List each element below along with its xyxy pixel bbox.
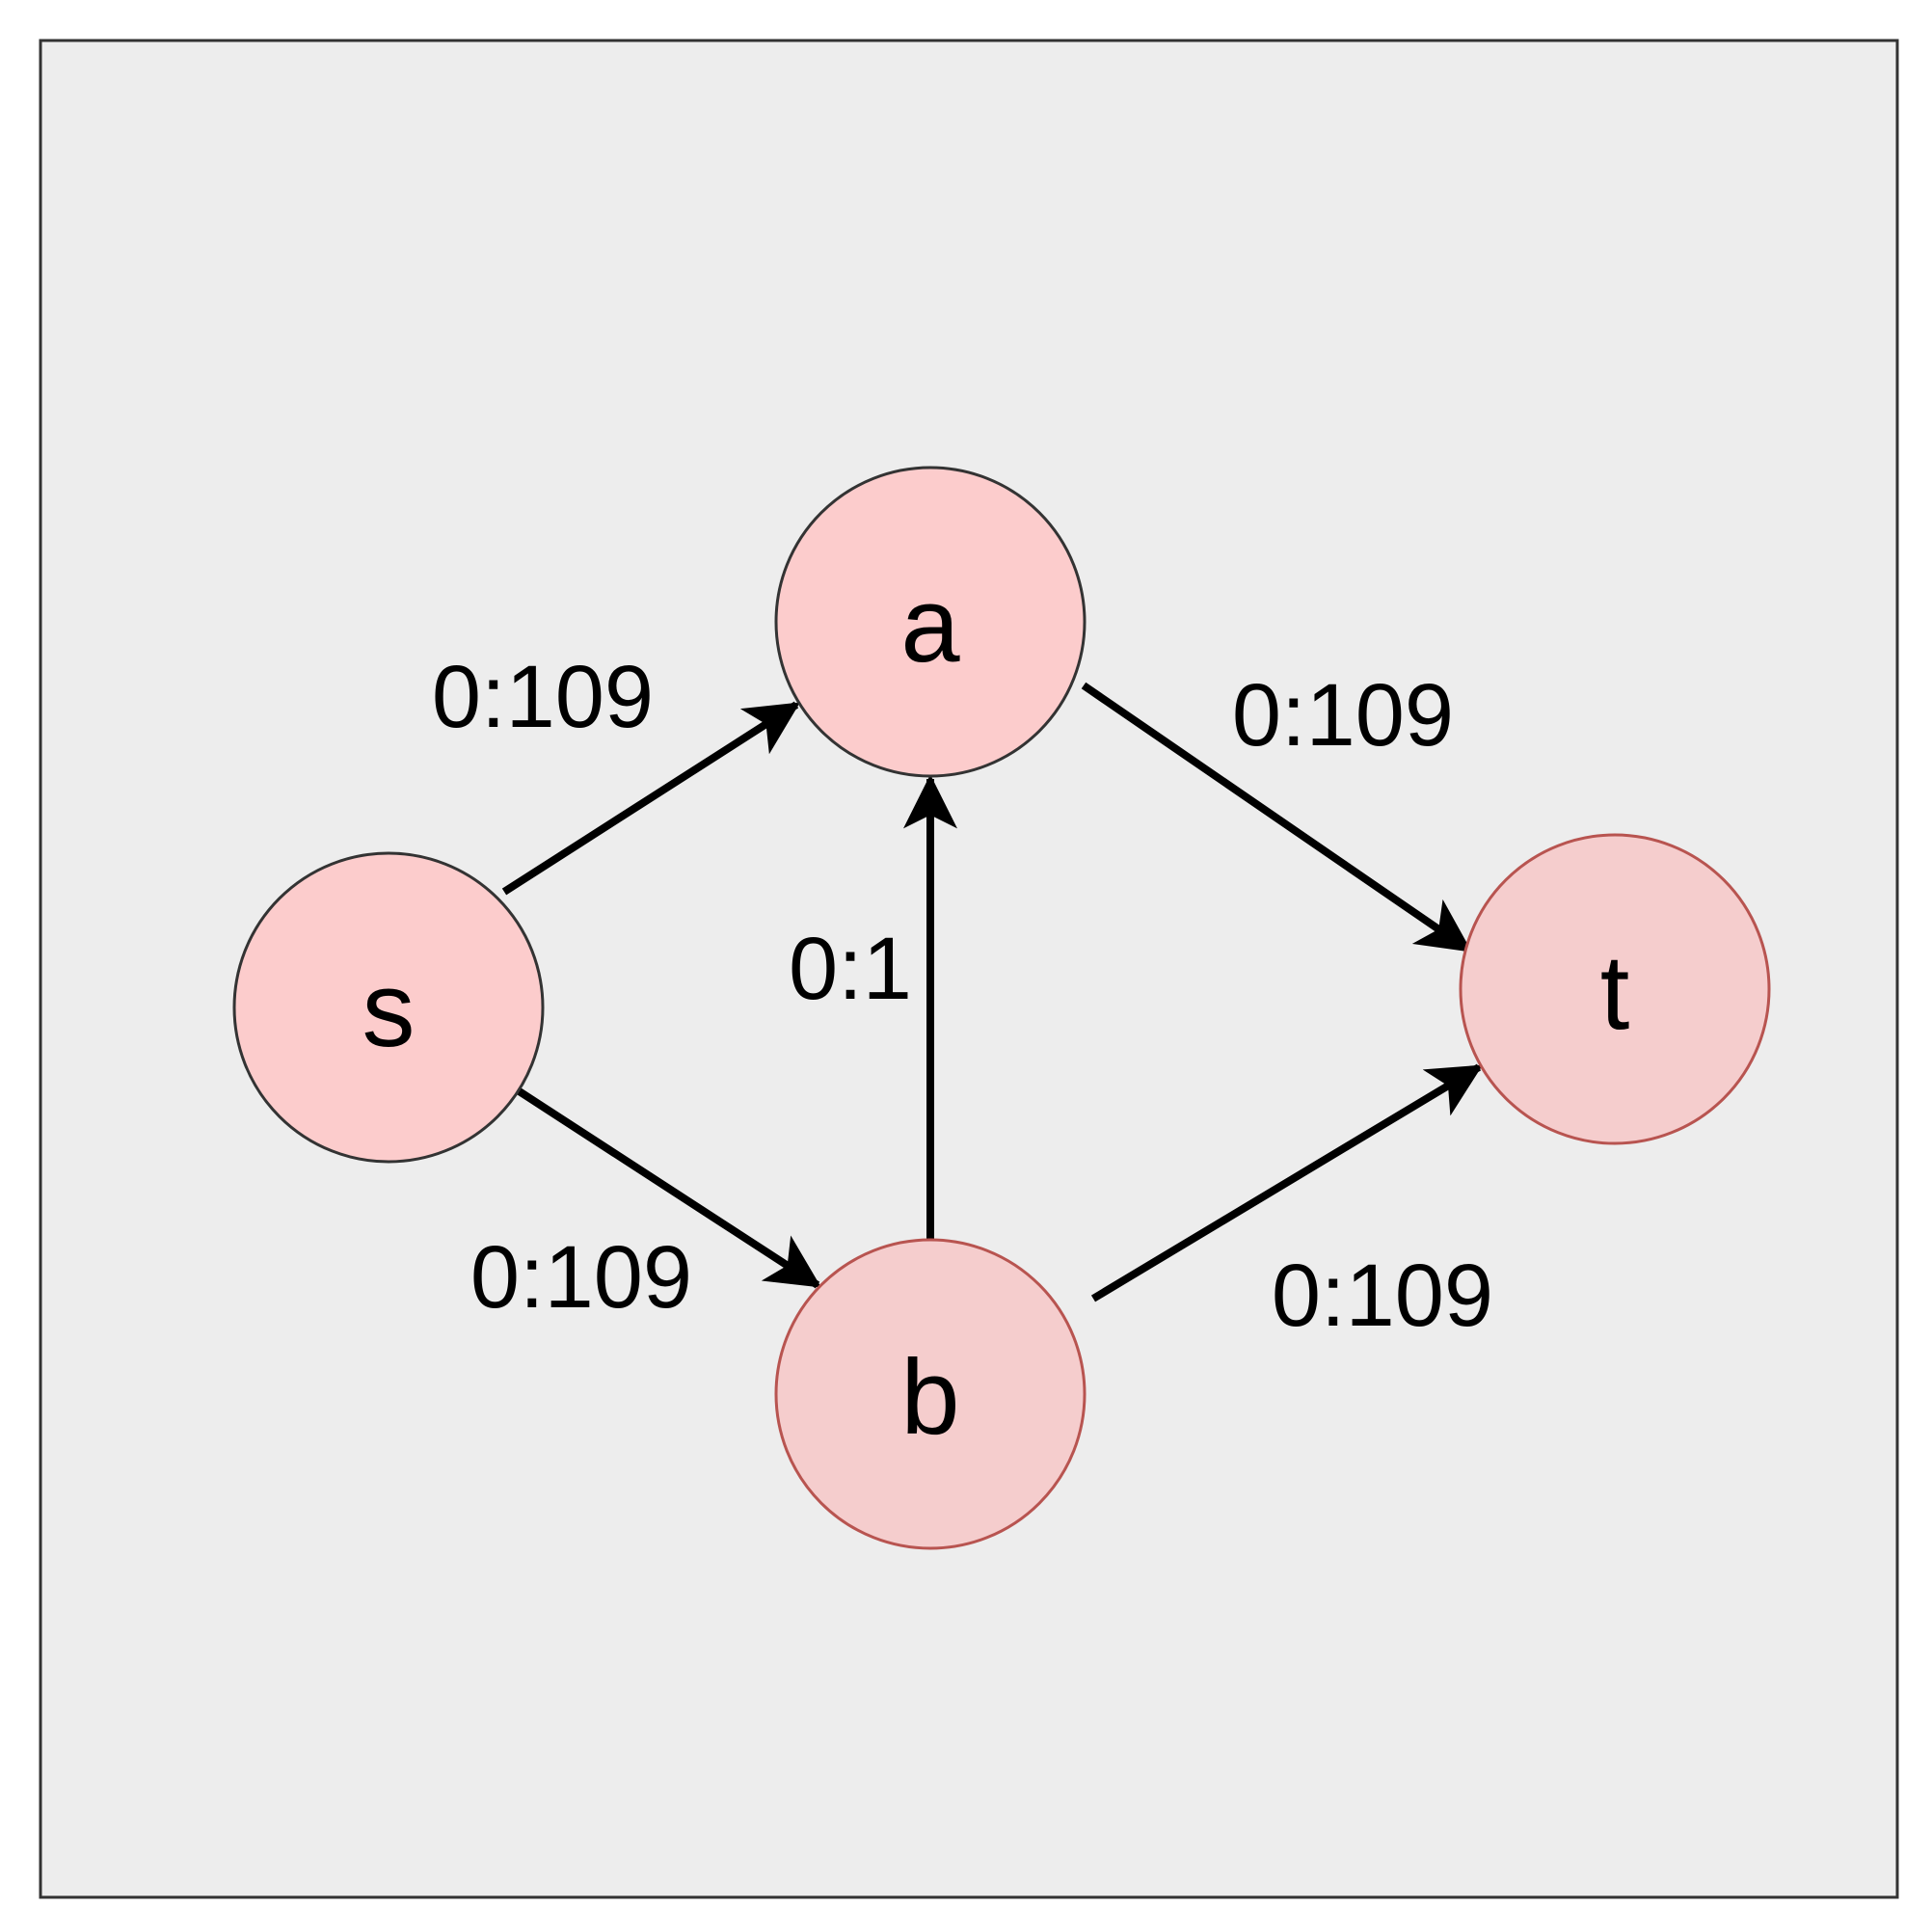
node-b-label: b — [900, 1338, 959, 1457]
node-b[interactable]: b — [774, 1238, 1087, 1550]
node-a[interactable]: a — [774, 466, 1087, 778]
edge-labels: 0:109 0:109 0:1 0:109 0:109 — [432, 648, 1493, 1345]
node-s-circle — [232, 851, 545, 1164]
edge-s-a — [501, 701, 800, 896]
edges — [501, 682, 1484, 1302]
node-s[interactable]: s — [232, 851, 545, 1164]
node-t[interactable]: t — [1459, 833, 1771, 1145]
edge-b-t — [1090, 1063, 1484, 1302]
edge-b-t-label: 0:109 — [1272, 1247, 1493, 1345]
edge-s-b — [515, 1087, 821, 1289]
node-a-circle — [774, 466, 1087, 778]
node-t-circle — [1459, 833, 1771, 1145]
edge-s-b-label: 0:109 — [470, 1228, 692, 1327]
edge-a-t-label: 0:109 — [1232, 666, 1454, 765]
edge-s-a-label: 0:109 — [432, 648, 654, 746]
edge-a-t — [1081, 682, 1472, 953]
edge-b-a-label: 0:1 — [789, 920, 912, 1018]
node-a-label: a — [900, 566, 960, 684]
node-s-label: s — [362, 951, 416, 1069]
node-b-circle — [774, 1238, 1087, 1550]
node-t-label: t — [1600, 933, 1630, 1052]
